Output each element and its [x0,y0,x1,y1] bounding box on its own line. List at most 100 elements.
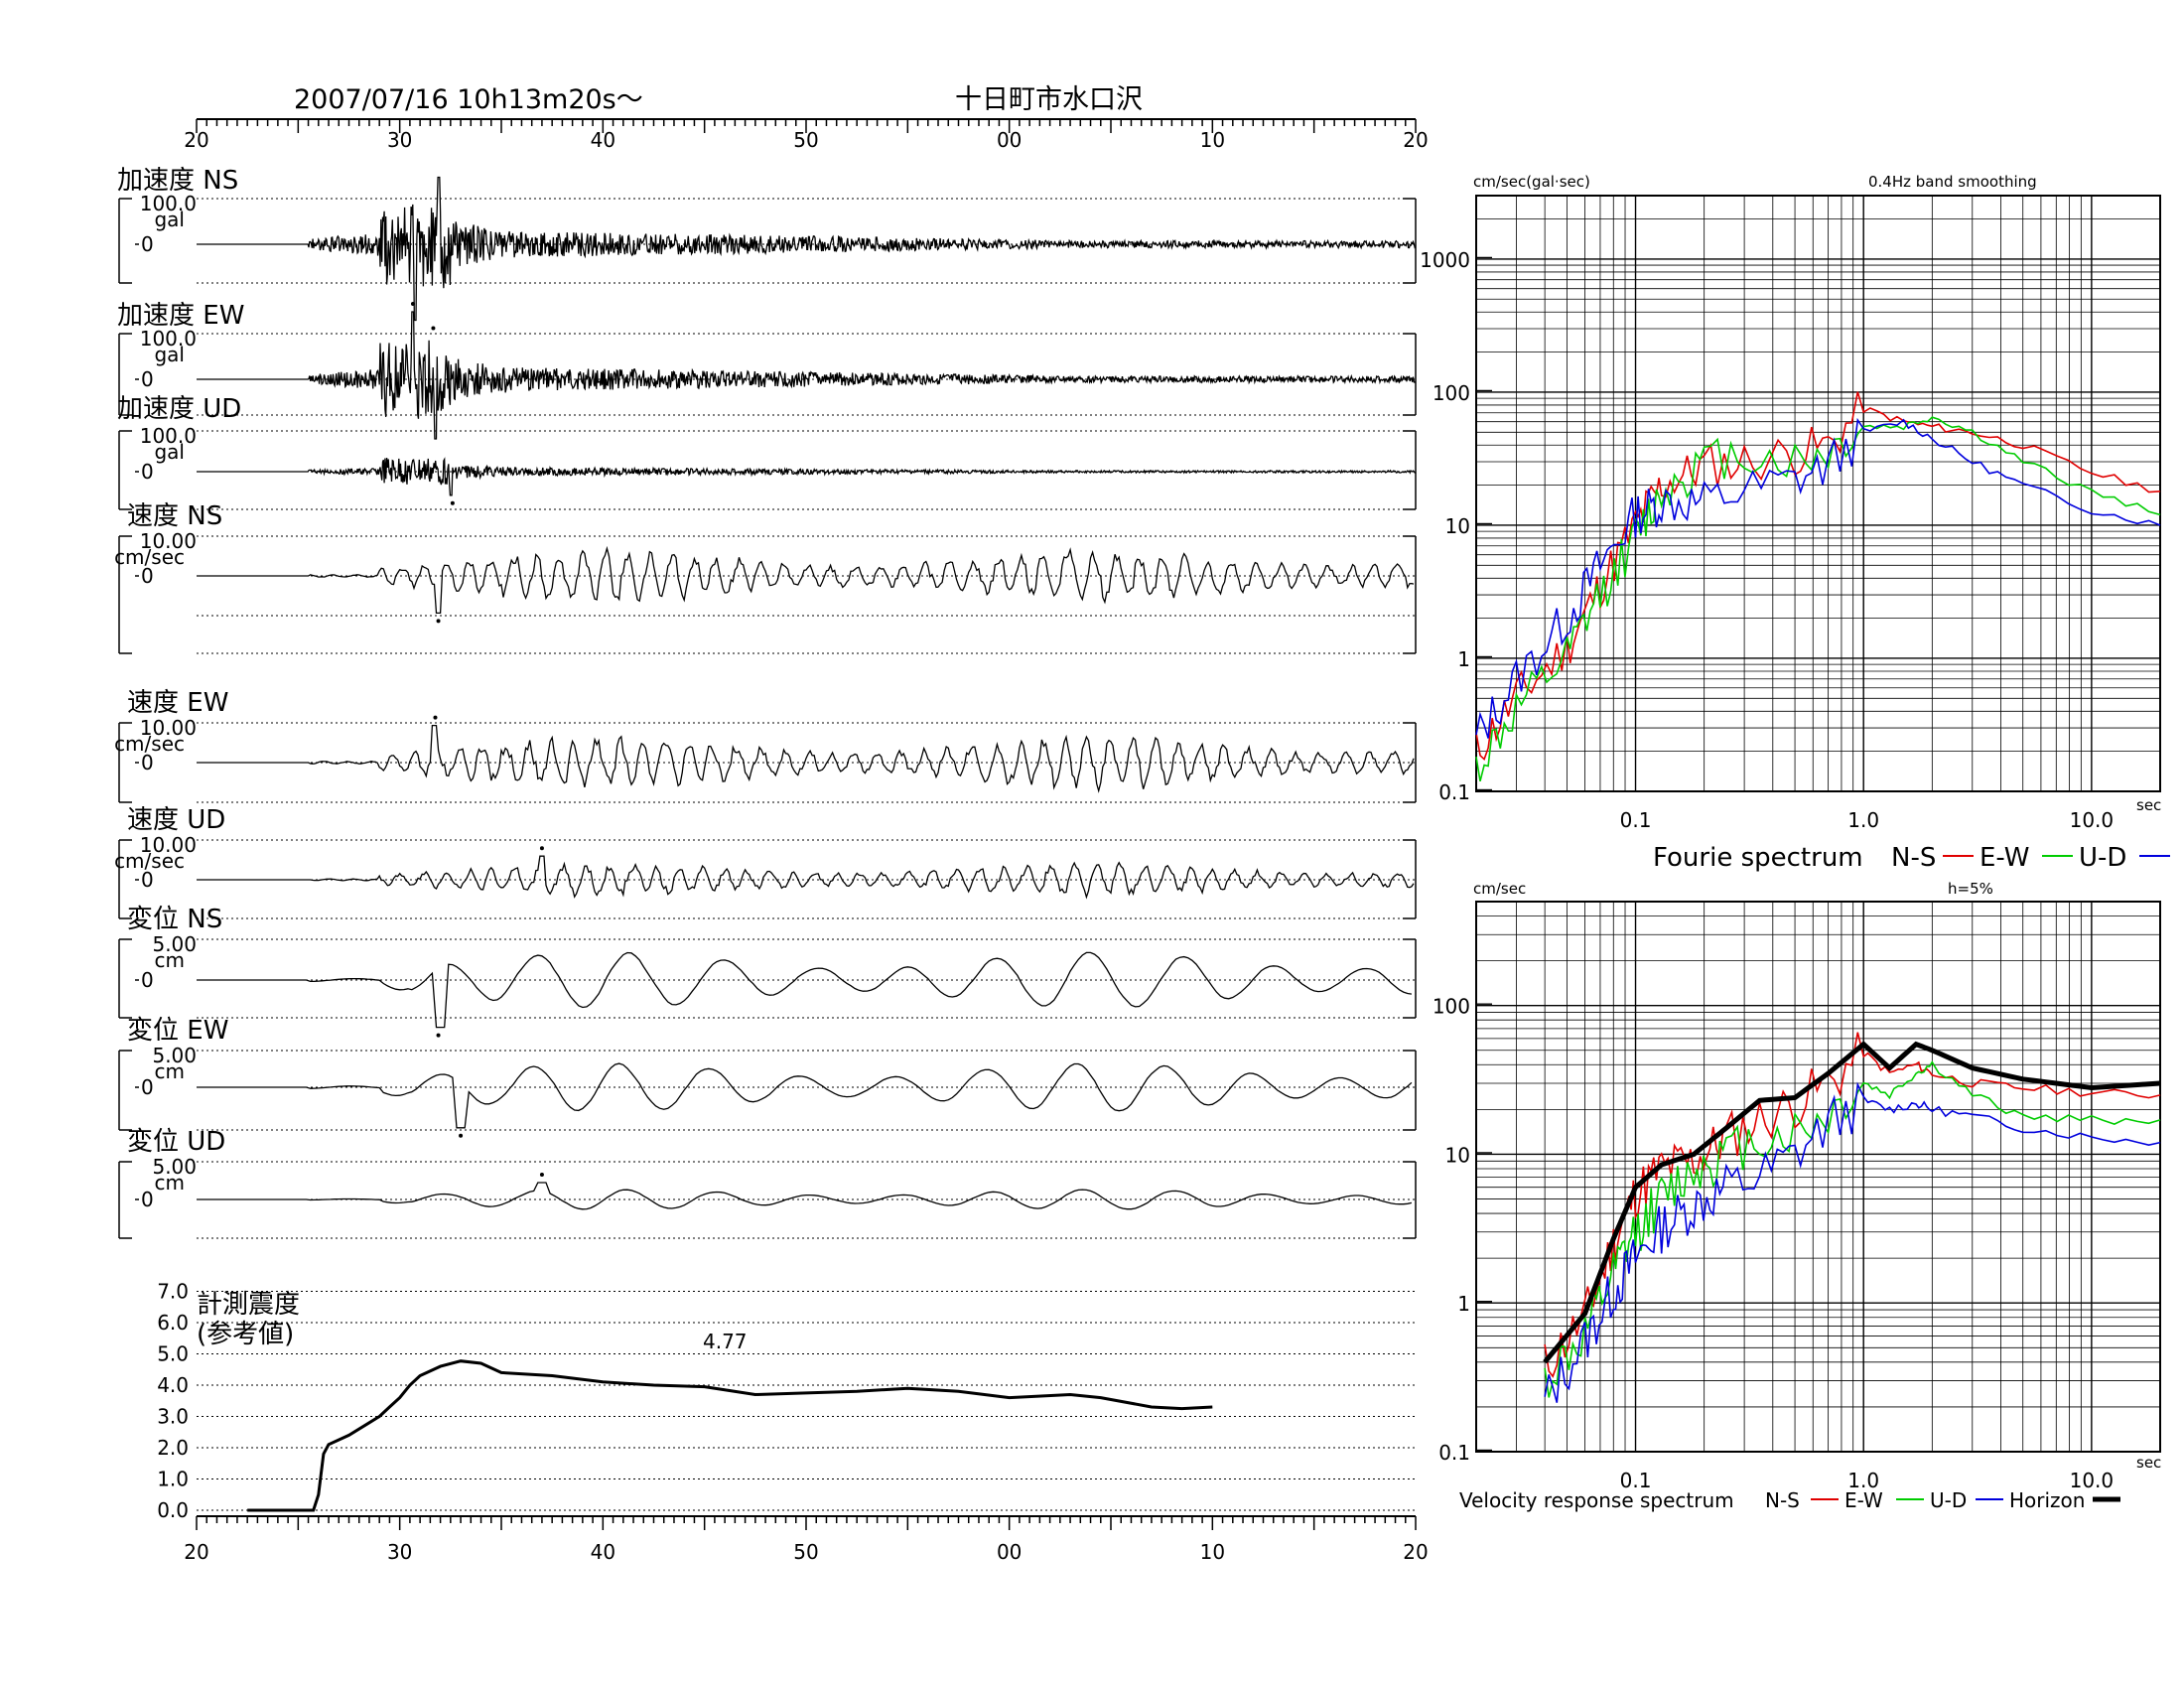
waveform-unit: cm [155,948,185,972]
waveform-zero: 0 [141,868,154,892]
velocity-series-horizon [1543,1041,2161,1364]
waveform-trace [197,545,1415,615]
fourier-series-ns [1475,391,2161,762]
header-datetime: 2007/07/16 10h13m20s〜 [294,84,643,115]
fourier-series-ew [1475,416,2161,781]
waveform-scale: 5.00 [152,932,197,956]
waveform-label: 加速度 UD [117,394,241,424]
velocity-annotation: h=5% [1948,880,1993,898]
top-time-tick-label: 20 [184,128,208,152]
waveform-scale: 100.0 [140,192,197,215]
intensity-tick-label: 6.0 [157,1311,189,1335]
waveform-unit: gal [154,343,185,366]
top-time-tick-label: 00 [997,128,1022,152]
velocity-x-tick-label: 1.0 [1847,1469,1879,1492]
waveform-scale: 10.00 [140,529,197,553]
waveform-trace [197,457,1416,496]
waveform-label: 加速度 NS [117,166,238,196]
bottom-time-tick-label: 40 [591,1540,615,1564]
waveform-unit: cm [155,1059,185,1083]
bottom-time-tick-label: 10 [1200,1540,1225,1564]
bottom-time-tick-label: 20 [184,1540,208,1564]
waveform-scale: 10.00 [140,833,197,857]
fourier-y-tick-label: 10 [1445,514,1470,538]
waveform-trace [197,1182,1413,1210]
top-time-tick-label: 40 [591,128,615,152]
fourier-legend-ew: E-W [1979,843,2029,873]
intensity-tick-label: 2.0 [157,1436,189,1460]
velocity-y-tick-label: 10 [1445,1143,1470,1167]
intensity-tick-label: 1.0 [157,1468,189,1491]
fourier-annotation: 0.4Hz band smoothing [1868,173,2037,191]
velocity-legend-ew: E-W [1844,1488,1883,1512]
fourier-x-tick-label: 0.1 [1620,808,1652,832]
waveform-label: 速度 UD [127,805,225,835]
waveform-label: 変位 NS [127,905,222,934]
waveform-unit: cm/sec [114,545,185,569]
waveform-unit: gal [154,440,185,464]
peak-marker [436,619,441,624]
velocity-legend-ud: U-D [1930,1488,1967,1512]
waveform-unit: cm [155,1171,185,1195]
intensity-tick-label: 5.0 [157,1342,189,1366]
bottom-time-tick-label: 30 [387,1540,412,1564]
intensity-panel: 計測震度 (参考値) 4.77 7.0 6.0 5.0 4.0 3.0 2.0 1.0 0.0 [157,1280,1416,1522]
top-time-tick-label: 30 [387,128,412,152]
peak-marker [433,715,438,720]
waveform-unit: gal [154,208,185,231]
waveform-label: 速度 EW [127,688,228,718]
intensity-tick-label: 7.0 [157,1280,189,1304]
waveform-unit: cm/sec [114,849,185,873]
fourier-y-tick-label: 1 [1457,647,1470,671]
velocity-x-tick-label: 10.0 [2070,1469,2115,1492]
intensity-max-label: 4.77 [703,1330,748,1353]
peak-marker [436,1033,441,1038]
top-time-tick-label: 20 [1403,128,1428,152]
waveform-label: 変位 UD [127,1127,225,1157]
waveform-trace [197,855,1415,900]
top-time-axis: 20 30 40 50 00 10 20 [184,118,1429,152]
waveform-scale: 100.0 [140,424,197,448]
velocity-legend: Velocity response spectrum N-S E-W U-D H… [1459,1488,2120,1512]
fourier-y-tick-label: 1000 [1420,248,1470,272]
waveform-trace [197,1062,1413,1129]
velocity-xunit: sec [2136,1454,2161,1472]
bottom-time-tick-label: 20 [1403,1540,1428,1564]
waveform-trace [197,951,1412,1029]
fourier-legend: Fourie spectrum N-S E-W U-D [1653,843,2170,873]
waveform-label: 変位 EW [127,1016,228,1046]
peak-marker [431,326,436,331]
intensity-tick-label: 0.0 [157,1498,189,1522]
intensity-tick-label: 3.0 [157,1405,189,1429]
fourier-x-tick-label: 1.0 [1847,808,1879,832]
intensity-label-line1: 計測震度 [197,1290,300,1320]
fourier-plot-frame [1475,195,2161,792]
bottom-time-tick-label: 50 [793,1540,818,1564]
fourier-legend-title: Fourie spectrum [1653,843,1863,873]
velocity-spectrum-chart: cm/sec h=5% 0.1 1.0 10.0 100 10 1 0.1 sec [1433,880,2161,1492]
velocity-ylabel: cm/sec [1473,880,1526,898]
top-time-tick-label: 10 [1200,128,1225,152]
waveform-trace [197,724,1415,793]
velocity-y-tick-label: 100 [1433,995,1470,1019]
waveform-label: 加速度 EW [117,301,244,331]
waveform-zero: 0 [141,1075,154,1099]
velocity-y-tick-label: 0.1 [1438,1441,1470,1465]
waveform-zero: 0 [141,968,154,992]
fourier-ylabel: cm/sec(gal·sec) [1473,173,1590,191]
waveform-scale: 5.00 [152,1044,197,1067]
peak-marker [459,1133,464,1138]
peak-marker [450,500,455,505]
waveform-scale: 100.0 [140,327,197,351]
peak-marker [539,1173,544,1177]
